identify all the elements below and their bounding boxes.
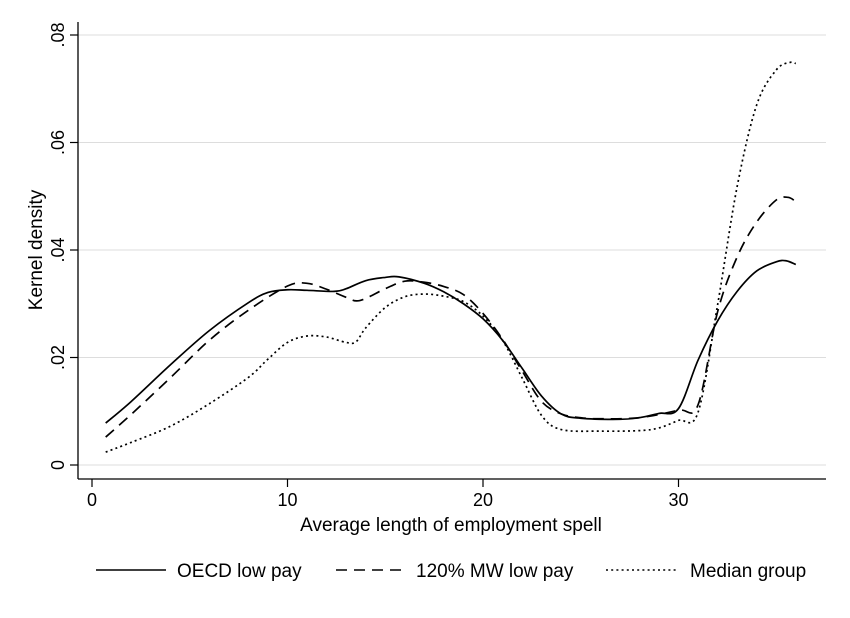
y-tick-label: .06 (48, 130, 68, 155)
y-axis-title: Kernel density (26, 189, 47, 310)
gridlines (78, 34, 826, 466)
legend: OECD low pay 120% MW low pay Median grou… (96, 561, 806, 582)
x-axis-title: Average length of employment spell (300, 515, 602, 536)
ticks: 0 .02 .04 .06 .08 0 10 20 30 (48, 22, 689, 510)
y-tick-label: 0 (48, 460, 68, 470)
y-tick-label: .04 (48, 237, 68, 262)
series-line-oecd-low-pay (105, 259, 797, 424)
series-line-median-group (105, 61, 797, 453)
series (105, 61, 797, 453)
series-line-120-mw-low-pay (105, 196, 797, 438)
x-tick-label: 20 (473, 490, 493, 510)
legend-label-oecd-low-pay: OECD low pay (177, 561, 302, 582)
x-tick-label: 30 (668, 490, 688, 510)
legend-label-120-mw-low-pay: 120% MW low pay (416, 561, 574, 582)
x-tick-label: 0 (87, 490, 97, 510)
y-tick-label: .02 (48, 345, 68, 370)
legend-label-median-group: Median group (690, 561, 806, 582)
x-tick-label: 10 (277, 490, 297, 510)
y-tick-label: .08 (48, 22, 68, 47)
